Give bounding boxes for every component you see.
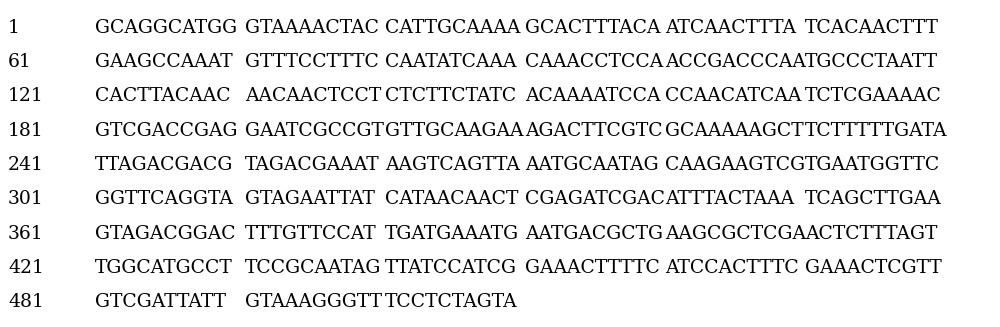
Text: 301: 301 xyxy=(8,190,44,209)
Text: GCAAAAAGCT: GCAAAAAGCT xyxy=(665,122,804,140)
Text: AATGCAATAG: AATGCAATAG xyxy=(525,156,659,174)
Text: GTAGAATTAT: GTAGAATTAT xyxy=(245,190,375,209)
Text: TCCGCAATAG: TCCGCAATAG xyxy=(245,259,381,277)
Text: TCAGCTTGAA: TCAGCTTGAA xyxy=(805,190,942,209)
Text: TTAGACGACG: TTAGACGACG xyxy=(95,156,233,174)
Text: AGACTTCGTC: AGACTTCGTC xyxy=(525,122,663,140)
Text: CACTTACAAC: CACTTACAAC xyxy=(95,87,231,106)
Text: AAGCGCTCGA: AAGCGCTCGA xyxy=(665,225,806,243)
Text: TGAATGGTTC: TGAATGGTTC xyxy=(805,156,940,174)
Text: TCTCGAAAAC: TCTCGAAAAC xyxy=(805,87,942,106)
Text: GTCGACCGAG: GTCGACCGAG xyxy=(95,122,238,140)
Text: 181: 181 xyxy=(8,122,44,140)
Text: GTAGACGGAC: GTAGACGGAC xyxy=(95,225,236,243)
Text: GGTTCAGGTA: GGTTCAGGTA xyxy=(95,190,233,209)
Text: 241: 241 xyxy=(8,156,44,174)
Text: CAAGAAGTCG: CAAGAAGTCG xyxy=(665,156,805,174)
Text: ATCCACTTTC: ATCCACTTTC xyxy=(665,259,799,277)
Text: GCAGGCATGG: GCAGGCATGG xyxy=(95,19,237,37)
Text: 61: 61 xyxy=(8,53,32,71)
Text: 481: 481 xyxy=(8,293,44,312)
Text: ACCGACCCAA: ACCGACCCAA xyxy=(665,53,806,71)
Text: AATGACGCTG: AATGACGCTG xyxy=(525,225,663,243)
Text: TGATGAAATG: TGATGAAATG xyxy=(385,225,519,243)
Text: GTAAAACTAC: GTAAAACTAC xyxy=(245,19,379,37)
Text: GTCGATTATT: GTCGATTATT xyxy=(95,293,226,312)
Text: CATAACAACT: CATAACAACT xyxy=(385,190,518,209)
Text: TGGCATGCCT: TGGCATGCCT xyxy=(95,259,233,277)
Text: GTTTCCTTTC: GTTTCCTTTC xyxy=(245,53,379,71)
Text: ATTTACTAAA: ATTTACTAAA xyxy=(665,190,794,209)
Text: 421: 421 xyxy=(8,259,44,277)
Text: 361: 361 xyxy=(8,225,44,243)
Text: AAGTCAGTTA: AAGTCAGTTA xyxy=(385,156,520,174)
Text: ACAAAATCCA: ACAAAATCCA xyxy=(525,87,660,106)
Text: ACTCTTTAGT: ACTCTTTAGT xyxy=(805,225,937,243)
Text: GAAACTTTTC: GAAACTTTTC xyxy=(525,259,660,277)
Text: CTCTTCTATC: CTCTTCTATC xyxy=(385,87,516,106)
Text: CGAGATCGAC: CGAGATCGAC xyxy=(525,190,665,209)
Text: CAATATCAAA: CAATATCAAA xyxy=(385,53,516,71)
Text: GTAAAGGGTT: GTAAAGGGTT xyxy=(245,293,382,312)
Text: TGCCCTAATT: TGCCCTAATT xyxy=(805,53,938,71)
Text: CAAACCTCCA: CAAACCTCCA xyxy=(525,53,663,71)
Text: GAATCGCCGT: GAATCGCCGT xyxy=(245,122,384,140)
Text: ATCAACTTTA: ATCAACTTTA xyxy=(665,19,796,37)
Text: GCACTTTACA: GCACTTTACA xyxy=(525,19,660,37)
Text: TTATCCATCG: TTATCCATCG xyxy=(385,259,517,277)
Text: 121: 121 xyxy=(8,87,44,106)
Text: CCAACATCAA: CCAACATCAA xyxy=(665,87,801,106)
Text: TCACAACTTT: TCACAACTTT xyxy=(805,19,939,37)
Text: GAAGCCAAAT: GAAGCCAAAT xyxy=(95,53,233,71)
Text: TTTGTTCCAT: TTTGTTCCAT xyxy=(245,225,377,243)
Text: AACAACTCCT: AACAACTCCT xyxy=(245,87,381,106)
Text: TCCTCTAGTA: TCCTCTAGTA xyxy=(385,293,518,312)
Text: TCTTTTTGATA: TCTTTTTGATA xyxy=(805,122,948,140)
Text: TAGACGAAAT: TAGACGAAAT xyxy=(245,156,380,174)
Text: GAAACTCGTT: GAAACTCGTT xyxy=(805,259,942,277)
Text: 1: 1 xyxy=(8,19,20,37)
Text: GTTGCAAGAA: GTTGCAAGAA xyxy=(385,122,524,140)
Text: CATTGCAAAA: CATTGCAAAA xyxy=(385,19,520,37)
